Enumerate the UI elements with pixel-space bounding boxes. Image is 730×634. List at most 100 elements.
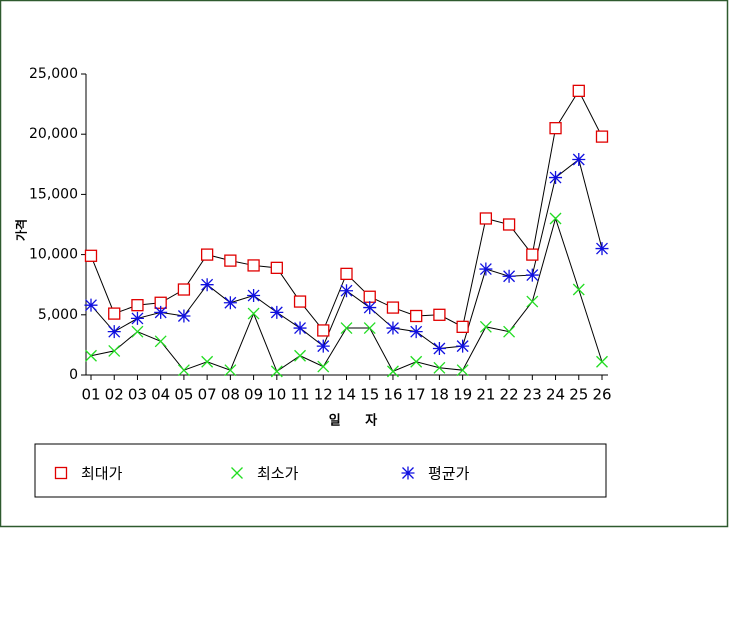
x-tick-label: 16 [383, 386, 402, 404]
marker-star [316, 339, 330, 353]
y-tick-label: 5,000 [38, 307, 78, 323]
marker-square [108, 307, 121, 320]
x-tick-label: 08 [221, 386, 240, 404]
data-point [479, 212, 493, 225]
marker-square [293, 295, 307, 308]
marker-square [363, 290, 376, 303]
x-tick-label: 15 [360, 386, 379, 404]
data-point [456, 339, 470, 353]
data-point [130, 311, 144, 325]
data-point [363, 290, 376, 303]
data-point [433, 308, 446, 321]
x-tick-label: 02 [105, 386, 124, 404]
x-tick-label: 25 [569, 386, 588, 404]
data-point [456, 364, 469, 377]
data-point [107, 325, 121, 339]
marker-square [386, 301, 400, 314]
x-tick-label: 01 [81, 386, 100, 404]
data-point [270, 365, 283, 378]
data-point [432, 342, 446, 356]
marker-x [131, 325, 144, 338]
marker-x [363, 322, 376, 335]
marker-star [154, 305, 168, 319]
marker-x [224, 364, 237, 377]
x-tick-label: 10 [267, 386, 286, 404]
data-point [410, 355, 423, 368]
x-tick-label: 11 [290, 386, 309, 404]
data-point [340, 322, 353, 335]
data-point [549, 122, 562, 135]
data-point [595, 130, 609, 143]
marker-square [247, 259, 260, 272]
data-point [317, 360, 330, 373]
y-tick-label: 10,000 [29, 247, 78, 263]
data-point [294, 349, 307, 362]
legend-label: 최소가 [257, 465, 299, 483]
data-point [200, 248, 214, 261]
data-point [270, 261, 283, 274]
data-point [572, 283, 585, 296]
data-point [293, 295, 307, 308]
legend-marker [231, 467, 243, 479]
marker-square [502, 218, 516, 231]
data-point [386, 301, 400, 314]
data-point [526, 248, 539, 261]
data-point [595, 242, 609, 256]
data-point [363, 322, 376, 335]
marker-square [54, 466, 68, 480]
marker-square [410, 309, 423, 323]
x-tick-label: 04 [151, 386, 170, 404]
marker-x [526, 295, 539, 308]
marker-star [270, 305, 284, 319]
data-point [84, 249, 98, 262]
marker-star [549, 171, 563, 185]
data-point [177, 364, 190, 377]
marker-star [223, 296, 237, 310]
y-tick-label: 0 [69, 367, 78, 383]
x-tick-label: 03 [128, 386, 147, 404]
marker-square [572, 84, 585, 98]
marker-x [572, 283, 585, 296]
data-point [84, 298, 98, 312]
marker-x [596, 355, 608, 368]
y-tick-label: 20,000 [29, 126, 78, 142]
marker-x [386, 365, 399, 378]
x-tick-label: 19 [453, 386, 472, 404]
marker-x [294, 349, 307, 362]
data-point [526, 295, 539, 308]
marker-star [595, 242, 609, 256]
marker-x [247, 307, 260, 320]
marker-square [131, 299, 144, 312]
legend-marker [401, 466, 415, 480]
marker-star [363, 301, 377, 315]
data-point [340, 267, 353, 281]
data-point [108, 307, 121, 320]
marker-x [410, 355, 423, 368]
x-tick-label: 21 [476, 386, 495, 404]
y-tick-label: 15,000 [29, 186, 78, 202]
marker-square [595, 130, 609, 143]
marker-x [456, 364, 469, 377]
y-axis-label: 가격 [14, 219, 29, 241]
data-point [201, 355, 214, 368]
data-point [131, 299, 144, 312]
marker-star [525, 268, 539, 282]
data-point [572, 152, 586, 166]
data-point [363, 301, 377, 315]
frame [0, 0, 729, 528]
data-point [224, 364, 237, 377]
marker-star [386, 321, 400, 335]
marker-x [108, 344, 121, 357]
marker-x [433, 361, 446, 374]
data-point [293, 321, 307, 335]
marker-square [340, 267, 353, 281]
x-tick-label: 23 [523, 386, 542, 404]
data-point [525, 268, 539, 282]
data-point [177, 283, 191, 296]
marker-x [154, 335, 167, 348]
marker-star [572, 152, 586, 166]
marker-x [177, 364, 190, 377]
marker-square [270, 261, 283, 274]
marker-star [200, 278, 214, 292]
